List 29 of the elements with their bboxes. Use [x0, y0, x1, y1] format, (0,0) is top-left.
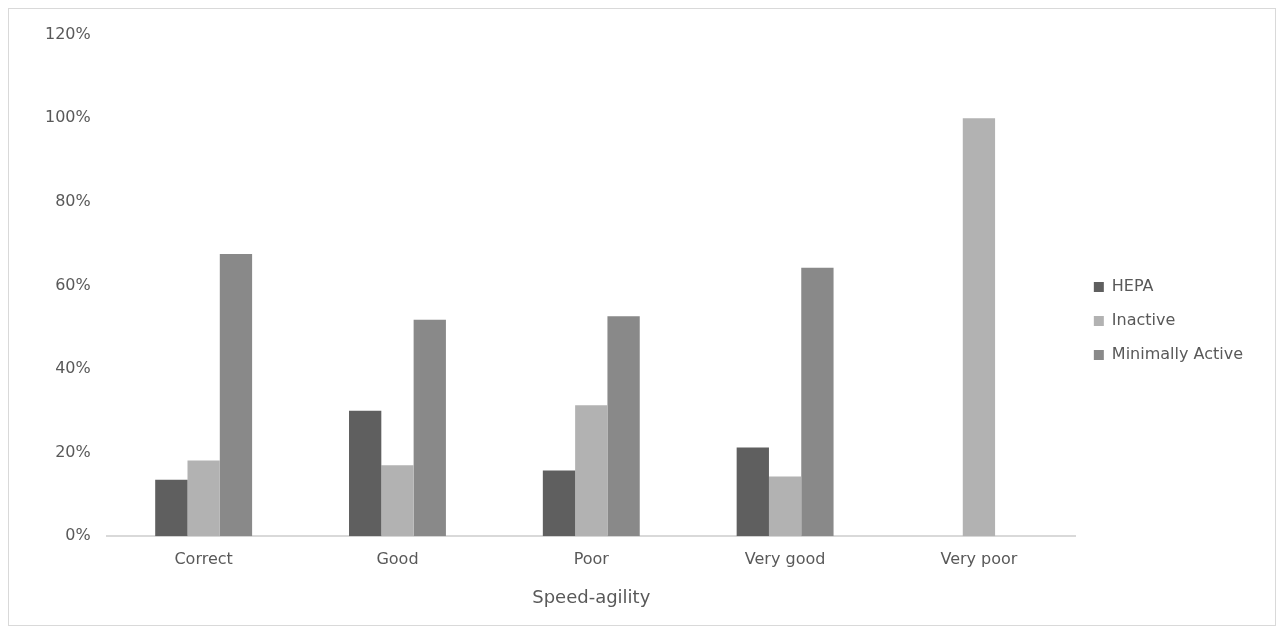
bar — [155, 479, 188, 537]
x-tick-label: Correct — [174, 548, 233, 568]
bar — [349, 410, 382, 537]
x-axis-title: Speed-agility — [532, 585, 651, 607]
x-tick-label: Very poor — [940, 548, 1018, 568]
x-tick-label: Very good — [744, 548, 826, 568]
x-tick-label: Poor — [573, 548, 610, 568]
bar — [219, 254, 253, 537]
y-tick-label: 60% — [55, 274, 91, 294]
y-tick-label: 120% — [44, 23, 91, 43]
bar — [768, 476, 802, 537]
bar — [801, 267, 834, 537]
legend-label: HEPA — [1111, 276, 1154, 296]
bar — [736, 447, 769, 537]
bar — [413, 319, 446, 537]
y-tick-label: 40% — [55, 358, 91, 378]
bar — [575, 405, 608, 537]
bar — [607, 316, 640, 537]
bar — [542, 470, 576, 537]
y-tick-label: 0% — [65, 525, 91, 545]
x-tick-label: Good — [376, 548, 419, 568]
bar — [187, 460, 220, 537]
y-tick-label: 20% — [55, 441, 91, 461]
y-tick-label: 80% — [55, 190, 91, 210]
legend-label: Minimally Active — [1111, 344, 1244, 364]
bar — [381, 465, 414, 537]
y-tick-label: 100% — [44, 107, 91, 127]
legend-label: Inactive — [1111, 310, 1176, 330]
bar — [962, 118, 996, 537]
